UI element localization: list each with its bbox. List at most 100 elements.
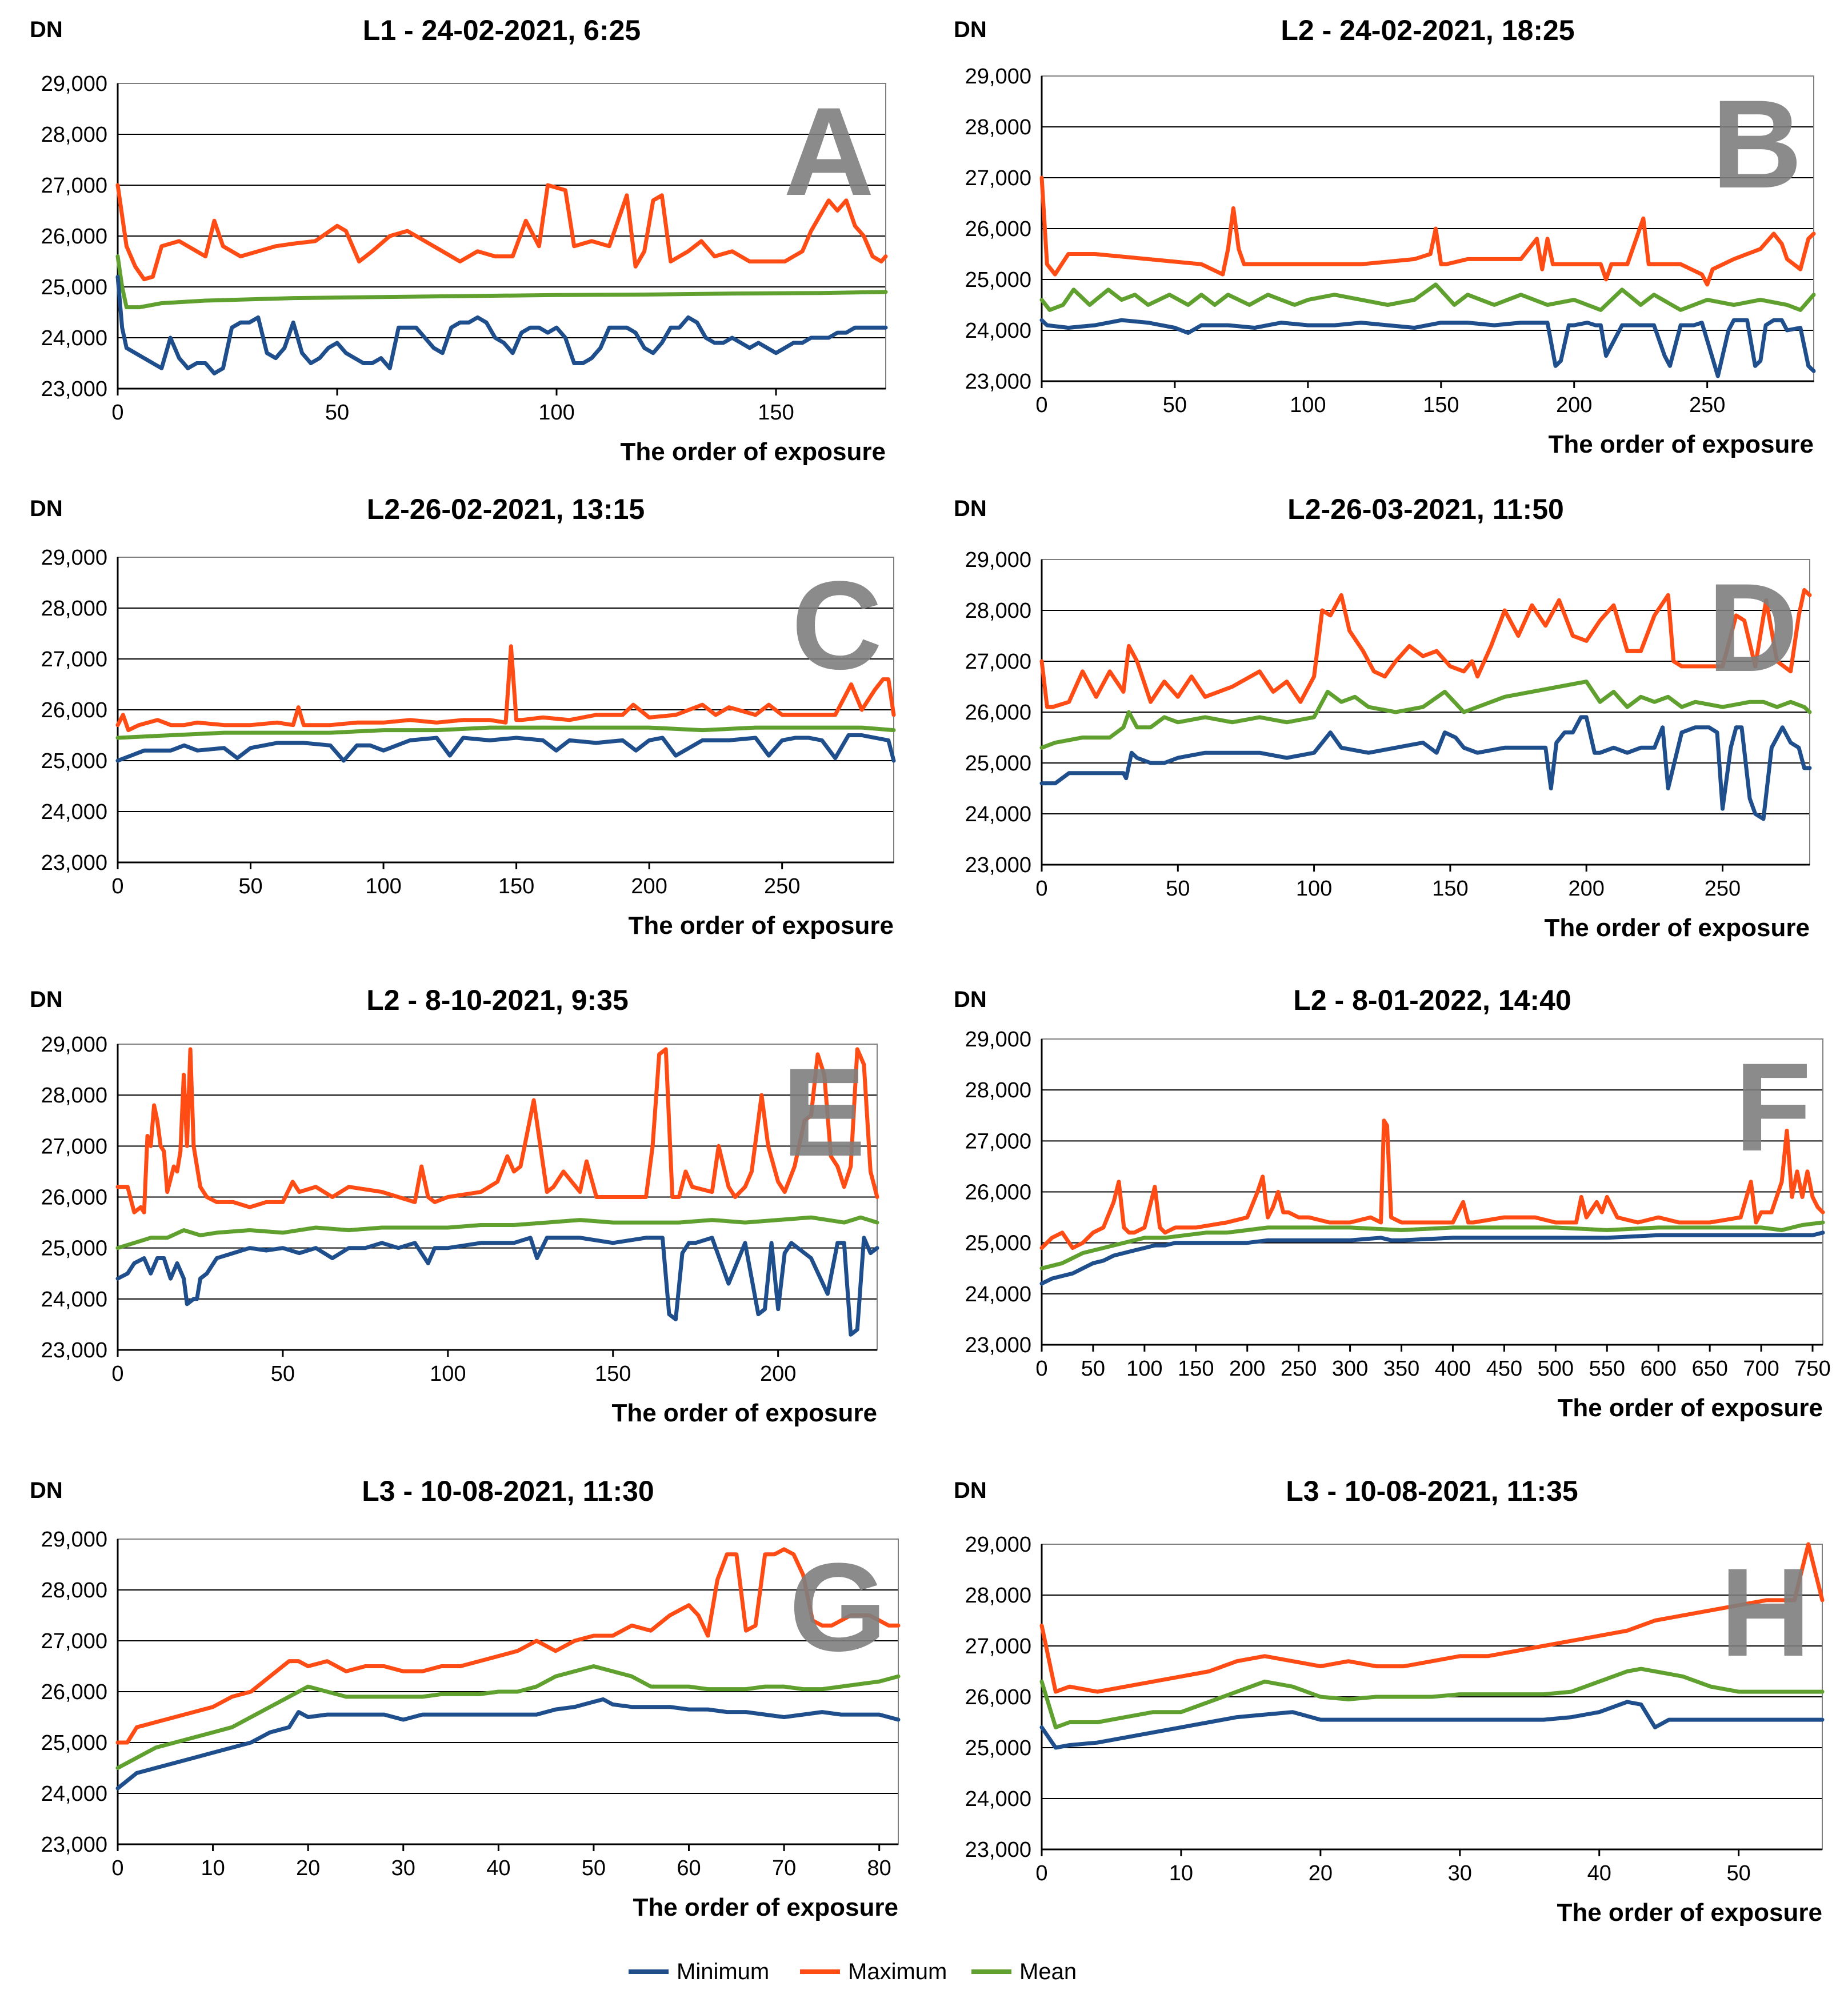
y-tick-label-h: 29,000 [965, 1533, 1031, 1557]
x-tick-label-h: 20 [1309, 1861, 1333, 1885]
y-tick-label-c: 26,000 [41, 698, 107, 722]
x-tick-label-b: 100 [1290, 393, 1326, 417]
y-tick-label-a: 26,000 [41, 225, 107, 249]
legend-label-mean: Mean [1019, 1959, 1077, 1984]
x-tick-label-c: 200 [631, 874, 667, 898]
x-tick-label-f: 450 [1486, 1357, 1522, 1381]
y-tick-label-h: 26,000 [965, 1685, 1031, 1709]
y-tick-label-g: 26,000 [41, 1680, 107, 1704]
y-tick-label-b: 29,000 [965, 65, 1031, 89]
series-line-minimum-a [115, 274, 888, 375]
chart-title-b: L2 - 24-02-2021, 18:25 [1281, 14, 1574, 46]
x-tick-label-c: 0 [111, 874, 123, 898]
series-line-maximum-a [115, 183, 888, 282]
y-tick-label-b: 28,000 [965, 115, 1031, 139]
y-tick-label-a: 27,000 [41, 174, 107, 198]
chart-title-h: L3 - 10-08-2021, 11:35 [1286, 1475, 1578, 1507]
x-tick-label-e: 100 [430, 1362, 466, 1386]
chart-panel-e: L2 - 8-10-2021, 9:35 DN 23,000 24,000 25,000… [30, 984, 879, 1427]
chart-title-d: L2-26-03-2021, 11:50 [1287, 493, 1564, 525]
series-line-maximum-c [115, 644, 896, 733]
y-tick-label-e: 29,000 [41, 1033, 107, 1057]
series-line-mean-d [1039, 680, 1812, 750]
y-tick-label-g: 23,000 [41, 1833, 107, 1857]
x-tick-label-c: 50 [238, 874, 262, 898]
x-axis-label-d: The order of exposure [1544, 914, 1810, 942]
x-tick-label-a: 50 [325, 401, 349, 425]
y-tick-label-f: 24,000 [965, 1282, 1031, 1306]
x-tick-label-h: 0 [1035, 1861, 1047, 1885]
panel-letter-f: F [1735, 1037, 1811, 1177]
panel-letter-d: D [1707, 557, 1798, 698]
y-tick-label-c: 25,000 [41, 749, 107, 773]
y-tick-label-g: 25,000 [41, 1731, 107, 1755]
series-line-minimum-d [1039, 715, 1812, 821]
x-tick-label-b: 200 [1556, 393, 1592, 417]
series-line-maximum-b [1039, 175, 1816, 287]
x-tick-label-d: 200 [1568, 877, 1604, 901]
x-tick-label-g: 30 [391, 1856, 415, 1880]
y-tick-label-d: 26,000 [965, 701, 1031, 725]
series-line-maximum-f [1039, 1118, 1825, 1250]
y-tick-label-h: 24,000 [965, 1787, 1031, 1811]
x-tick-label-f: 200 [1229, 1357, 1265, 1381]
x-tick-label-e: 150 [595, 1362, 631, 1386]
x-tick-label-b: 150 [1423, 393, 1459, 417]
chart-title-g: L3 - 10-08-2021, 11:30 [362, 1475, 654, 1507]
x-axis-label-e: The order of exposure [611, 1399, 877, 1427]
panel-letter-c: C [791, 555, 882, 696]
x-tick-label-f: 150 [1178, 1357, 1214, 1381]
chart-title-a: L1 - 24-02-2021, 6:25 [363, 14, 641, 46]
y-axis-label-b: DN [954, 17, 987, 42]
chart-panel-d: L2-26-03-2021, 11:50 DN 23,000 24,000 25,000… [954, 493, 1812, 942]
y-tick-label-d: 24,000 [965, 802, 1031, 826]
x-tick-label-f: 50 [1081, 1357, 1105, 1381]
x-tick-label-e: 0 [111, 1362, 123, 1386]
chart-panel-f: L2 - 8-01-2022, 14:40 DN 23,000 24,000 25,00… [954, 984, 1831, 1422]
series-line-minimum-e [115, 1236, 879, 1337]
y-tick-label-e: 27,000 [41, 1134, 107, 1158]
x-tick-label-a: 100 [538, 401, 574, 425]
series-line-mean-c [115, 725, 896, 740]
series-line-mean-h [1039, 1667, 1825, 1729]
x-tick-label-g: 40 [486, 1856, 510, 1880]
series-line-mean-f [1039, 1220, 1825, 1270]
y-axis-label-f: DN [954, 987, 987, 1012]
y-axis-label-h: DN [954, 1478, 987, 1503]
y-tick-label-a: 24,000 [41, 326, 107, 350]
y-tick-label-h: 25,000 [965, 1736, 1031, 1760]
y-axis-label-e: DN [30, 987, 63, 1012]
chart-panel-b: L2 - 24-02-2021, 18:25 DN 23,000 24,000 25,0… [954, 14, 1816, 458]
x-tick-label-e: 200 [760, 1362, 796, 1386]
y-tick-label-f: 29,000 [965, 1028, 1031, 1052]
y-tick-label-b: 27,000 [965, 166, 1031, 190]
y-tick-label-f: 25,000 [965, 1232, 1031, 1256]
x-tick-label-d: 0 [1035, 877, 1047, 901]
x-tick-label-f: 700 [1743, 1357, 1779, 1381]
x-tick-label-b: 50 [1163, 393, 1187, 417]
chart-panel-g: L3 - 10-08-2021, 11:30 DN 23,000 24,000 25,0… [30, 1475, 901, 1921]
x-tick-label-g: 70 [772, 1856, 796, 1880]
y-axis-label-g: DN [30, 1478, 63, 1503]
x-tick-label-f: 0 [1035, 1357, 1047, 1381]
y-tick-label-d: 29,000 [965, 548, 1031, 572]
x-tick-label-a: 150 [758, 401, 794, 425]
x-axis-label-h: The order of exposure [1557, 1899, 1822, 1927]
chart-panel-h: L3 - 10-08-2021, 11:35 DN 23,000 24,000 25,0… [954, 1475, 1825, 1927]
y-tick-label-g: 29,000 [41, 1528, 107, 1552]
series-line-minimum-c [115, 733, 896, 763]
series-line-minimum-b [1039, 318, 1816, 378]
y-tick-label-b: 24,000 [965, 319, 1031, 343]
x-tick-label-b: 0 [1035, 393, 1047, 417]
series-line-maximum-e [115, 1047, 879, 1214]
y-tick-label-c: 27,000 [41, 648, 107, 672]
x-axis-label-g: The order of exposure [633, 1893, 898, 1921]
series-line-mean-e [115, 1215, 879, 1250]
x-tick-label-h: 30 [1448, 1861, 1472, 1885]
series-line-minimum-f [1039, 1230, 1825, 1286]
y-tick-label-a: 23,000 [41, 377, 107, 401]
panel-letter-a: A [783, 81, 874, 222]
legend-swatch-minimum [629, 1969, 669, 1974]
x-tick-label-d: 100 [1296, 877, 1332, 901]
series-line-minimum-g [115, 1697, 901, 1791]
